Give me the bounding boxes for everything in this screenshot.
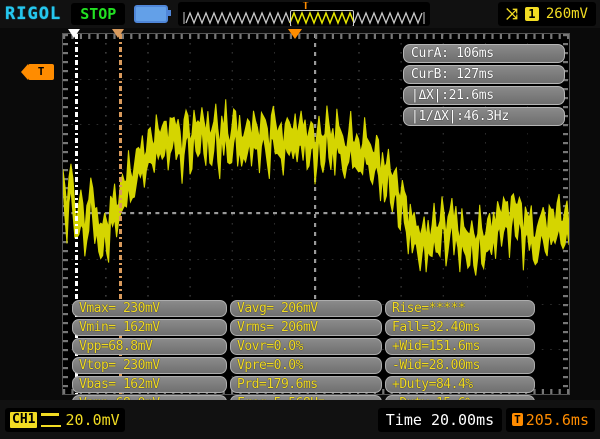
- measure-vmax[interactable]: Vmax= 230mV: [72, 300, 227, 317]
- brand-logo: RIGOL: [5, 4, 62, 24]
- rising-edge-icon: ⤨: [505, 5, 518, 23]
- timebase-readout[interactable]: Time 20.00ms: [377, 407, 503, 432]
- timebase-label: Time: [385, 410, 422, 429]
- run-state-badge[interactable]: STOP: [71, 3, 126, 25]
- measure-vpp[interactable]: Vpp=68.8mV: [72, 338, 227, 355]
- cursor-a-handle[interactable]: [68, 29, 80, 38]
- measurement-row: Vpp=68.8mV Vovr=0.0% +Wid=151.6ms: [72, 338, 537, 355]
- overview-trigger-marker: T: [302, 2, 309, 12]
- measure-rise[interactable]: Rise=*****: [385, 300, 535, 317]
- trigger-level-marker[interactable]: T: [21, 64, 54, 80]
- measurement-row: Vtop= 230mV Vpre=0.0% -Wid=28.00ms: [72, 357, 537, 374]
- overview-waveform: [183, 11, 425, 25]
- measure-vavg[interactable]: Vavg= 206mV: [230, 300, 382, 317]
- cursor-b-handle[interactable]: [112, 29, 124, 38]
- trigger-delay-readout[interactable]: T 205.6ms: [506, 407, 595, 432]
- top-status-bar: RIGOL STOP T ⤨ 1 260mV: [0, 0, 600, 28]
- waveform-overview-strip[interactable]: T: [178, 2, 431, 26]
- measure-positive-duty[interactable]: +Duty=84.4%: [385, 376, 535, 393]
- measure-vpre[interactable]: Vpre=0.0%: [230, 357, 382, 374]
- trigger-info[interactable]: ⤨ 1 260mV: [497, 2, 596, 26]
- cursor-readout-panel: CurA: 106ms CurB: 127ms |ΔX|:21.6ms |1/Δ…: [403, 44, 565, 128]
- cursor-a-readout: CurA: 106ms: [403, 44, 565, 63]
- cursor-inverse-delta-x-readout: |1/ΔX|:46.3Hz: [403, 107, 565, 126]
- channel1-label: CH1: [10, 411, 38, 428]
- measure-vtop[interactable]: Vtop= 230mV: [72, 357, 227, 374]
- measure-vovr[interactable]: Vovr=0.0%: [230, 338, 382, 355]
- measure-fall[interactable]: Fall=32.40ms: [385, 319, 535, 336]
- trigger-level-value: 260mV: [545, 6, 588, 22]
- usb-device-icon: [134, 5, 172, 23]
- trigger-position-marker[interactable]: [288, 29, 302, 39]
- measure-vbase[interactable]: Vbas= 162mV: [72, 376, 227, 393]
- measure-positive-width[interactable]: +Wid=151.6ms: [385, 338, 535, 355]
- channel1-waveform: [63, 34, 569, 394]
- cursor-b-line[interactable]: [119, 34, 122, 394]
- overview-zoom-window[interactable]: [290, 10, 355, 26]
- timebase-value: 20.00ms: [430, 410, 495, 429]
- measure-period[interactable]: Prd=179.6ms: [230, 376, 382, 393]
- measure-vmin[interactable]: Vmin= 162mV: [72, 319, 227, 336]
- cursor-delta-x-readout: |ΔX|:21.6ms: [403, 86, 565, 105]
- trigger-delay-icon: T: [512, 413, 523, 426]
- measure-negative-width[interactable]: -Wid=28.00ms: [385, 357, 535, 374]
- channel1-settings[interactable]: CH1 20.0mV: [5, 407, 125, 432]
- plot-area-wrapper: T 1: [0, 28, 600, 434]
- measure-vrms[interactable]: Vrms= 206mV: [230, 319, 382, 336]
- trigger-delay-value: 205.6ms: [525, 410, 589, 429]
- trigger-channel-badge: 1: [524, 7, 539, 21]
- cursor-b-readout: CurB: 127ms: [403, 65, 565, 84]
- dc-coupling-icon: [41, 412, 62, 427]
- measurement-panel: Vmax= 230mV Vavg= 206mV Rise=***** Vmin=…: [72, 300, 537, 414]
- measurement-row: Vmin= 162mV Vrms= 206mV Fall=32.40ms: [72, 319, 537, 336]
- bottom-status-bar: CH1 20.0mV Time 20.00ms T 205.6ms: [0, 400, 600, 439]
- measurement-row: Vbas= 162mV Prd=179.6ms +Duty=84.4%: [72, 376, 537, 393]
- cursor-a-line[interactable]: [75, 34, 78, 394]
- channel1-volts-per-div: 20.0mV: [65, 410, 120, 429]
- measurement-row: Vmax= 230mV Vavg= 206mV Rise=*****: [72, 300, 537, 317]
